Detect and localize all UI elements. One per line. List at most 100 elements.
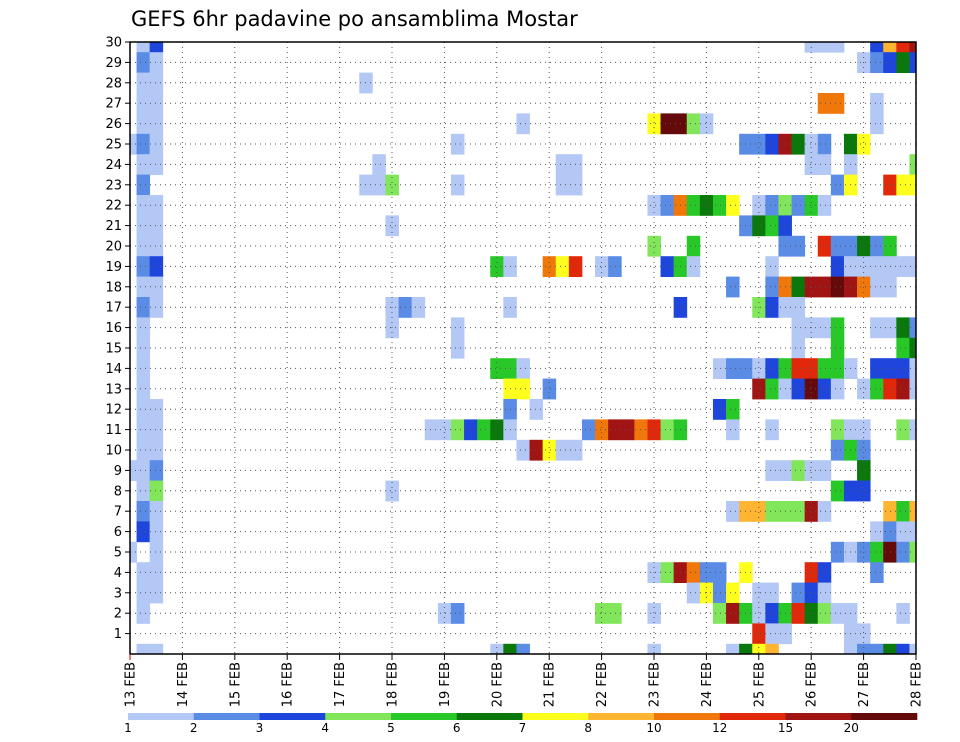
- heatmap-cell: [883, 42, 897, 53]
- heatmap-cell: [712, 358, 727, 379]
- heatmap-cell: [896, 337, 910, 359]
- colorbar-swatch: [719, 713, 786, 720]
- heatmap-cell: [149, 93, 164, 114]
- y-tick-label: 27: [105, 97, 122, 112]
- colorbar-label: 2: [190, 721, 198, 735]
- heatmap-cell: [634, 419, 648, 441]
- x-tick-label: 26 FEB: [805, 662, 820, 707]
- heatmap-cell: [791, 297, 806, 318]
- heatmap-cell: [765, 501, 779, 522]
- heatmap-cell: [791, 276, 806, 298]
- y-tick-label: 25: [105, 138, 122, 153]
- colorbar-swatch: [391, 713, 458, 720]
- x-tick-label: 19 FEB: [438, 662, 453, 707]
- x-tick-label: 23 FEB: [648, 662, 663, 707]
- heatmap-cell: [909, 521, 917, 543]
- heatmap-cell: [909, 501, 917, 522]
- heatmap-cell: [149, 501, 164, 522]
- heatmap-cell: [726, 276, 740, 298]
- colorbar-swatch: [654, 713, 721, 720]
- y-tick-label: 30: [105, 36, 122, 51]
- heatmap-cell: [817, 133, 832, 155]
- y-tick-label: 11: [105, 423, 122, 438]
- heatmap-cell: [791, 235, 806, 257]
- heatmap-cell: [830, 235, 845, 257]
- heatmap-cell: [830, 174, 845, 196]
- heatmap-cell: [149, 195, 164, 216]
- heatmap-cell: [136, 297, 151, 318]
- heatmap-cell: [857, 378, 871, 400]
- heatmap-cell: [726, 501, 740, 522]
- heatmap-cell: [830, 541, 845, 563]
- heatmap-cell: [712, 603, 727, 624]
- y-tick-label: 16: [105, 321, 122, 336]
- heatmap-cell: [490, 256, 504, 277]
- heatmap-cell: [149, 154, 164, 175]
- heatmap-cell: [857, 419, 871, 441]
- heatmap-cell: [136, 133, 151, 155]
- heatmap-cell: [450, 337, 465, 359]
- heatmap-cell: [136, 378, 151, 400]
- heatmap-cell: [804, 603, 819, 624]
- heatmap-cell: [149, 235, 164, 257]
- heatmap-cell: [136, 317, 151, 339]
- heatmap-cell: [555, 439, 570, 461]
- y-tick-label: 1: [114, 627, 122, 642]
- y-tick-label: 2: [114, 607, 122, 622]
- heatmap-cell: [136, 521, 151, 543]
- heatmap-cell: [149, 256, 164, 277]
- heatmap-cell: [136, 562, 151, 583]
- heatmap-cell: [870, 358, 884, 379]
- heatmap-cell: [804, 460, 819, 481]
- heatmap-cell: [870, 317, 884, 339]
- heatmap-cell: [791, 195, 806, 216]
- heatmap-cell: [660, 113, 675, 135]
- heatmap-cell: [909, 358, 917, 379]
- heatmap-cell: [896, 256, 910, 277]
- y-tick-label: 24: [105, 158, 122, 173]
- colorbar-label: 12: [712, 721, 727, 735]
- heatmap-cell: [411, 297, 426, 318]
- heatmap-cell: [136, 174, 151, 196]
- heatmap-cell: [621, 419, 635, 441]
- heatmap-cell: [686, 582, 701, 604]
- heatmap-cell: [712, 582, 727, 604]
- heatmap-cell: [726, 603, 740, 624]
- heatmap-cell: [660, 419, 675, 441]
- heatmap-cell: [909, 643, 917, 655]
- heatmap-cell: [136, 399, 151, 420]
- x-tick-label: 21 FEB: [543, 662, 558, 707]
- heatmap-cell: [555, 154, 570, 175]
- heatmap-cell: [765, 256, 779, 277]
- heatmap-cell: [765, 297, 779, 318]
- heatmap-cell: [149, 297, 164, 318]
- heatmap-cell: [149, 562, 164, 583]
- x-tick-label: 22 FEB: [595, 662, 610, 707]
- heatmap-cell: [726, 358, 740, 379]
- x-tick-label: 27 FEB: [857, 662, 872, 707]
- heatmap-cell: [804, 195, 819, 216]
- heatmap-cell: [752, 643, 766, 655]
- heatmap-cell: [712, 399, 727, 420]
- heatmap-cell: [817, 154, 832, 175]
- heatmap-cell: [490, 358, 504, 379]
- heatmap-cell: [857, 623, 871, 645]
- heatmap-cell: [752, 195, 766, 216]
- x-tick-label: 24 FEB: [700, 662, 715, 707]
- heatmap-cell: [136, 337, 151, 359]
- heatmap-cell: [660, 562, 675, 583]
- heatmap-cell: [149, 215, 164, 237]
- colorbar-label: 3: [256, 721, 264, 735]
- y-axis: 1234567891011121314151617181920212223242…: [105, 36, 130, 642]
- heatmap-cell: [149, 419, 164, 441]
- heatmap-cell: [791, 133, 806, 155]
- heatmap-cell: [647, 643, 661, 655]
- heatmap-cell: [136, 419, 151, 441]
- heatmap-cell: [830, 358, 845, 379]
- heatmap-cell: [870, 378, 884, 400]
- heatmap-cell: [149, 643, 164, 655]
- dotted-grid: [130, 42, 916, 654]
- heatmap-cell: [830, 317, 845, 339]
- y-tick-label: 10: [105, 444, 122, 459]
- heatmap-cell: [503, 643, 517, 655]
